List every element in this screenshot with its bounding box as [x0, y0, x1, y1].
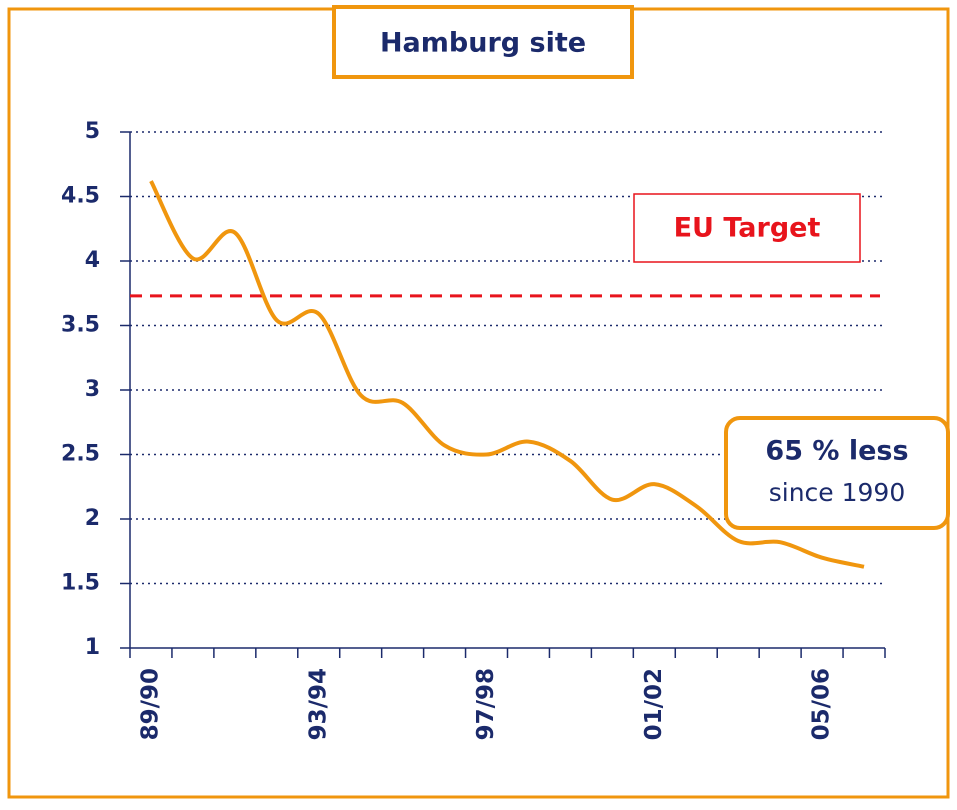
annotation-text: since 1990 — [769, 478, 906, 507]
y-tick-label: 1.5 — [61, 571, 100, 596]
chart-title: Hamburg site — [380, 28, 586, 59]
x-tick-label: 05/06 — [809, 668, 835, 740]
title-box — [332, 5, 634, 79]
y-tick-label: 2 — [85, 506, 100, 531]
y-tick-label: 2.5 — [61, 442, 100, 467]
x-tick-label: 97/98 — [473, 668, 499, 740]
y-tick-label: 3 — [85, 377, 100, 402]
data-line — [149, 180, 865, 569]
y-tick-label: 4 — [85, 248, 100, 273]
target-label: EU Target — [674, 213, 821, 244]
target-label-box — [633, 193, 861, 263]
y-tick-label: 5 — [85, 119, 100, 144]
y-tick-label: 4.5 — [61, 184, 100, 209]
annotation-box — [724, 416, 950, 530]
y-tick-label: 3.5 — [61, 313, 100, 338]
annotation-headline: 65 % less — [765, 436, 908, 467]
x-tick-label: 01/02 — [641, 668, 667, 740]
x-tick-label: 89/90 — [137, 668, 163, 740]
x-tick-label: 93/94 — [305, 668, 331, 740]
y-tick-label: 1 — [85, 635, 100, 660]
